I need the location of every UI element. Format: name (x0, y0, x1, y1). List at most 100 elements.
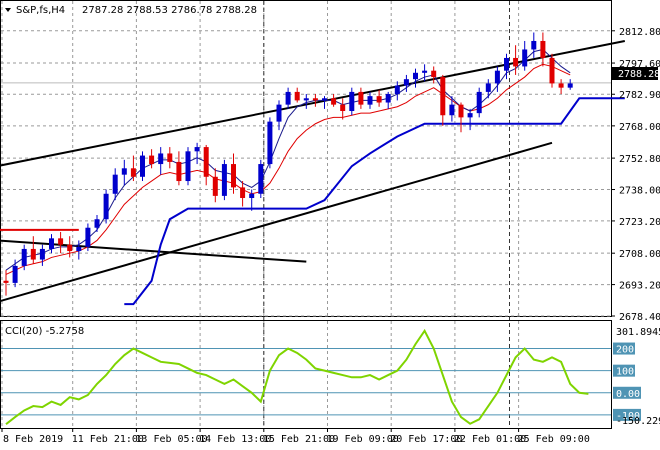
candle-body[interactable] (130, 168, 136, 177)
candle-body[interactable] (303, 98, 309, 101)
candle-body[interactable] (485, 83, 491, 92)
cci-tick-label: -100 (616, 411, 640, 422)
candle-body[interactable] (294, 91, 300, 101)
candle-body[interactable] (322, 98, 327, 101)
candle-body[interactable] (285, 91, 291, 105)
candle-body[interactable] (212, 176, 218, 196)
candle-body[interactable] (267, 121, 273, 165)
cci-series-line (5, 328, 589, 425)
candle-body[interactable] (185, 151, 191, 182)
candle-body[interactable] (21, 248, 27, 266)
candle-body[interactable] (567, 83, 573, 88)
candle-body[interactable] (121, 168, 127, 175)
price-tick-label: 2678.40 (619, 312, 660, 323)
candle-body[interactable] (376, 96, 382, 103)
triangle-down-icon[interactable] (5, 8, 11, 12)
candle-body[interactable] (549, 57, 555, 84)
candle-body[interactable] (231, 164, 236, 188)
candle-body[interactable] (103, 193, 109, 220)
candle-body[interactable] (340, 104, 346, 112)
candle-body[interactable] (158, 153, 164, 165)
price-tick-label: 2738.00 (619, 186, 660, 197)
candle-body[interactable] (58, 238, 64, 245)
upper-channel-line[interactable] (0, 39, 625, 167)
time-tick-label: 13 Feb 05:00 (135, 434, 207, 445)
candle-body[interactable] (258, 164, 264, 194)
candle-body[interactable] (504, 57, 509, 71)
candle-body[interactable] (140, 155, 145, 177)
candle-body[interactable] (349, 91, 355, 112)
support-band-line (124, 97, 625, 306)
time-tick-label: 20 Feb 17:00 (390, 434, 462, 445)
candle-body[interactable] (358, 91, 364, 105)
candle-body[interactable] (85, 227, 91, 247)
candle-body[interactable] (67, 244, 73, 252)
candle-body[interactable] (39, 248, 45, 260)
candle-body[interactable] (112, 174, 118, 194)
time-tick-label: 15 Feb 21:00 (263, 434, 335, 445)
descending-line-line[interactable] (0, 239, 307, 263)
candle-body[interactable] (458, 104, 464, 118)
candle-body[interactable] (476, 91, 482, 114)
candle-body[interactable] (12, 265, 18, 283)
cci-tick-label: 200 (616, 345, 634, 356)
candle-body[interactable] (522, 49, 528, 67)
candle-body[interactable] (403, 79, 409, 86)
candle-body[interactable] (203, 147, 209, 177)
candles[interactable] (3, 32, 573, 296)
candle-body[interactable] (49, 238, 54, 249)
candle-body[interactable] (394, 85, 400, 95)
price-tick-label: 2812.80 (619, 27, 660, 38)
price-tick-label: 2797.60 (619, 59, 660, 70)
symbol-label: S&P,fs,H4 (16, 5, 65, 16)
candle-body[interactable] (540, 40, 546, 58)
cci-plot-frame (0, 320, 612, 429)
candle-body[interactable] (422, 70, 428, 73)
ma-fast-line (5, 48, 571, 271)
cci-level-badge (613, 364, 635, 377)
candle-body[interactable] (194, 147, 200, 152)
candle-body[interactable] (558, 83, 564, 88)
candle-body[interactable] (30, 248, 36, 260)
cci-line (5, 328, 589, 425)
cci-level-badge (613, 386, 641, 399)
time-tick-label: 22 Feb 01:00 (454, 434, 526, 445)
candle-body[interactable] (240, 187, 246, 199)
price-tick-label: 2708.00 (619, 249, 660, 260)
candle-body[interactable] (494, 70, 500, 84)
cci-tick-label: 301.8945 (616, 327, 660, 338)
candle-body[interactable] (94, 219, 100, 228)
ohlc-label: 2787.28 2788.53 2786.78 2788.28 (82, 5, 257, 16)
moving-averages (5, 48, 571, 275)
candle-body[interactable] (531, 40, 537, 50)
current-price-badge (612, 67, 658, 80)
candle-body[interactable] (431, 70, 437, 78)
candle-body[interactable] (76, 246, 82, 252)
candle-body[interactable] (312, 98, 318, 101)
candle-body[interactable] (176, 161, 182, 182)
time-tick-label: 25 Feb 09:00 (518, 434, 590, 445)
candle-body[interactable] (149, 155, 155, 165)
price-axis: 2812.80 2797.60 2782.90 2768.00 2752.80 2738.… (611, 27, 660, 323)
candle-body[interactable] (467, 113, 473, 118)
candle-body[interactable] (449, 104, 455, 116)
candle-body[interactable] (276, 104, 282, 122)
lower-channel-line[interactable] (0, 141, 553, 303)
ma-slow-line (5, 63, 571, 275)
candle-body[interactable] (221, 164, 227, 196)
candle-body[interactable] (249, 193, 255, 199)
candle-body[interactable] (440, 77, 446, 116)
candle-body[interactable] (3, 280, 9, 283)
candle-body[interactable] (167, 153, 173, 162)
candle-body[interactable] (331, 98, 337, 105)
candle-body[interactable] (413, 72, 418, 80)
candle-body[interactable] (513, 57, 519, 67)
price-tick-label: 2752.80 (619, 154, 660, 165)
price-tick-label: 2693.20 (619, 281, 660, 292)
grid (1, 1, 611, 428)
candle-body[interactable] (367, 96, 373, 105)
candle-body[interactable] (385, 94, 391, 103)
